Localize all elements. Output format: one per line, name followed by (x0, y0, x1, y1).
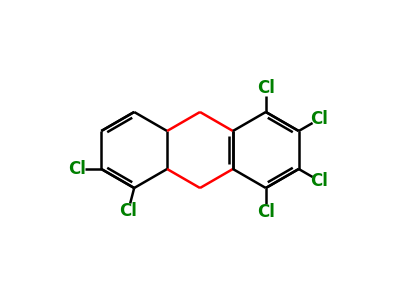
Text: Cl: Cl (119, 202, 137, 220)
Text: Cl: Cl (310, 172, 328, 190)
Text: Cl: Cl (310, 110, 328, 128)
Text: Cl: Cl (257, 79, 275, 97)
Text: Cl: Cl (68, 160, 86, 178)
Text: Cl: Cl (257, 203, 275, 221)
